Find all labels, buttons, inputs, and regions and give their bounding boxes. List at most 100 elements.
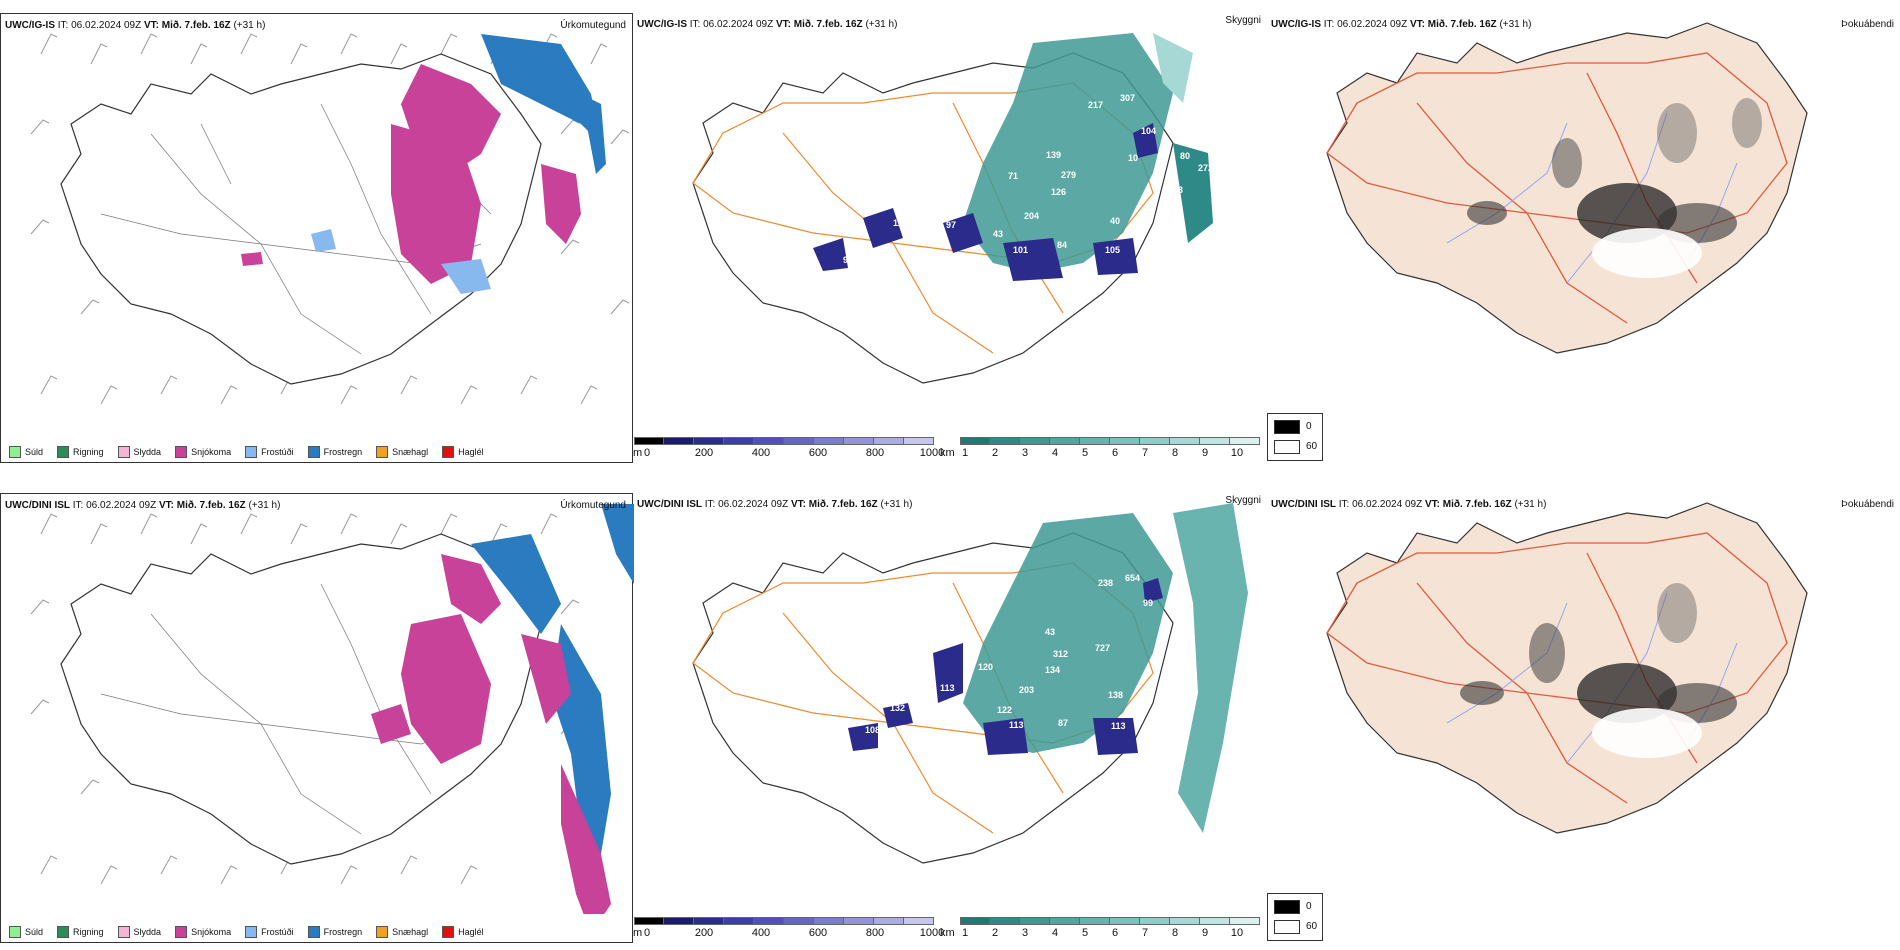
- visibility-swatch: [1050, 437, 1080, 445]
- visibility-swatch: [990, 437, 1020, 445]
- cloud-base-tick: 1000: [919, 447, 945, 459]
- precip-areas: [241, 34, 606, 294]
- visibility-swatch: [960, 917, 990, 925]
- cloud-base-tick: 0: [643, 447, 651, 459]
- cloud-base-swatch: [784, 917, 814, 925]
- precip-type-label-bottom: Úrkomutegund: [560, 500, 626, 511]
- cloud-base-label: 101: [1013, 245, 1028, 255]
- cloud-base-tick: 600: [808, 447, 828, 459]
- cloud-base-label: 99: [1143, 598, 1153, 608]
- fog-panel-bottom: UWC/DINI ISL IT: 06.02.2024 09Z VT: Mið.…: [1267, 493, 1900, 893]
- cloud-base-label: 134: [1045, 665, 1060, 675]
- visibility-tick: 4: [1051, 447, 1059, 459]
- cloud-base-label: 113: [940, 683, 955, 693]
- precip-type-panel-top: UWC/IG-IS IT: 06.02.2024 09Z VT: Mið. 7.…: [0, 13, 633, 463]
- precip-legend-bottom: Súld Rigning Slydda Snjókoma Frostúði Fr…: [1, 922, 492, 942]
- precip-areas: [371, 504, 634, 914]
- visibility-tick: 8: [1171, 447, 1179, 459]
- visibility-swatch: [1080, 917, 1110, 925]
- legend-item: Haglél: [442, 446, 484, 458]
- visibility-colorbar-bottom: [960, 917, 1260, 925]
- visibility-swatch: [1050, 917, 1080, 925]
- visibility-swatch: [990, 917, 1020, 925]
- visibility-tick: 8: [1171, 927, 1179, 939]
- fog-legend-swatch-light: [1274, 920, 1300, 934]
- iceland-fill: [1326, 502, 1808, 834]
- cloud-base-swatch: [634, 437, 664, 445]
- cloud-base-label: 113: [1009, 720, 1024, 730]
- cloud-base-unit-top: m: [633, 447, 643, 459]
- cloud-base-swatch: [664, 917, 694, 925]
- visibility-swatch: [1110, 437, 1140, 445]
- visibility-label-top: Skyggni: [1225, 15, 1261, 26]
- cloud-base-label: 654: [1125, 573, 1140, 583]
- cloud-base-label: 104: [1141, 126, 1156, 136]
- legend-item: Súld: [9, 446, 43, 458]
- cloud-base-label: 40: [1110, 216, 1120, 226]
- cloud-base-swatch: [724, 917, 754, 925]
- visibility-swatch: [1140, 437, 1170, 445]
- visibility-tick: 2: [991, 927, 999, 939]
- visibility-label-bottom: Skyggni: [1225, 495, 1261, 506]
- fog-legend-swatch-light: [1274, 440, 1300, 454]
- precip-title-bottom: UWC/DINI ISL IT: 06.02.2024 09Z VT: Mið.…: [5, 500, 281, 511]
- fog-legend-label: 60: [1306, 921, 1318, 932]
- fog-title-top: UWC/IG-IS IT: 06.02.2024 09Z VT: Mið. 7.…: [1271, 19, 1532, 30]
- cloud-base-tick: 800: [865, 447, 885, 459]
- visibility-swatch: [1170, 917, 1200, 925]
- fog-label-bottom: Þokuábendi: [1841, 499, 1894, 510]
- cloud-base-labels: 238 654 99 39 43 312 727 102 120 134 203…: [865, 573, 1188, 735]
- cloud-base-unit-bottom: m: [633, 927, 643, 939]
- precip-type-panel-bottom: UWC/DINI ISL IT: 06.02.2024 09Z VT: Mið.…: [0, 493, 634, 943]
- visibility-tick: 1: [961, 447, 969, 459]
- visibility-swatch: [1200, 917, 1230, 925]
- cloud-base-swatch: [634, 917, 664, 925]
- cloud-base-swatch: [874, 917, 904, 925]
- visibility-swatch: [1200, 437, 1230, 445]
- cloud-base-label: 39: [1178, 623, 1188, 633]
- visibility-unit-top: km: [940, 447, 955, 459]
- visibility-tick: 5: [1081, 447, 1089, 459]
- legend-item: Snjókoma: [175, 926, 231, 938]
- visibility-tick: 9: [1201, 447, 1209, 459]
- fog-panel-top: UWC/IG-IS IT: 06.02.2024 09Z VT: Mið. 7.…: [1267, 13, 1900, 413]
- visibility-tick: 2: [991, 447, 999, 459]
- cloud-base-label: 43: [993, 229, 1003, 239]
- cloud-base-label: 272: [1198, 163, 1213, 173]
- cloud-base-label: 204: [1024, 211, 1039, 221]
- cloud-base-label: 43: [1045, 627, 1055, 637]
- visibility-tick: 10: [1230, 927, 1244, 939]
- legend-item: Haglél: [442, 926, 484, 938]
- visibility-map-bottom: 238 654 99 39 43 312 727 102 120 134 203…: [692, 503, 1248, 864]
- legend-item: Snjókoma: [175, 446, 231, 458]
- visibility-swatch: [1110, 917, 1140, 925]
- precip-type-label-top: Úrkomutegund: [560, 20, 626, 31]
- cloud-base-label: 139: [1046, 150, 1061, 160]
- cloud-base-tick: 400: [751, 447, 771, 459]
- visibility-colorbar-top: [960, 437, 1260, 445]
- cloud-base-label: 727: [1095, 643, 1110, 653]
- visibility-tick: 1: [961, 927, 969, 939]
- visibility-swatch: [1020, 437, 1050, 445]
- visibility-tick: 3: [1021, 447, 1029, 459]
- cloud-base-label: 238: [1098, 578, 1113, 588]
- visibility-swatch: [1080, 437, 1110, 445]
- cloud-base-label: 80: [1180, 151, 1190, 161]
- cloud-base-label: 307: [1120, 93, 1135, 103]
- fog-legend-label: 0: [1306, 901, 1312, 912]
- cloud-base-label: 84: [1057, 240, 1067, 250]
- visibility-tick: 5: [1081, 927, 1089, 939]
- cloud-base-label: 312: [1053, 649, 1068, 659]
- cloud-base-labels: 217 307 104 139 80 272 71 279 10 126 33 …: [843, 93, 1213, 265]
- visibility-areas: [813, 33, 1213, 281]
- cloud-base-swatch: [844, 437, 874, 445]
- legend-item: Snæhagl: [376, 926, 428, 938]
- legend-item: Snæhagl: [376, 446, 428, 458]
- legend-item: Frostúði: [245, 446, 294, 458]
- cloud-base-label: 87: [1058, 718, 1068, 728]
- visibility-panel-top: 217 307 104 139 80 272 71 279 10 126 33 …: [633, 13, 1267, 463]
- cloud-base-swatch: [754, 917, 784, 925]
- cloud-base-label: 71: [1008, 171, 1018, 181]
- cloud-base-colorbar-top: [634, 437, 934, 445]
- visibility-title-bottom: UWC/DINI ISL IT: 06.02.2024 09Z VT: Mið.…: [637, 499, 913, 510]
